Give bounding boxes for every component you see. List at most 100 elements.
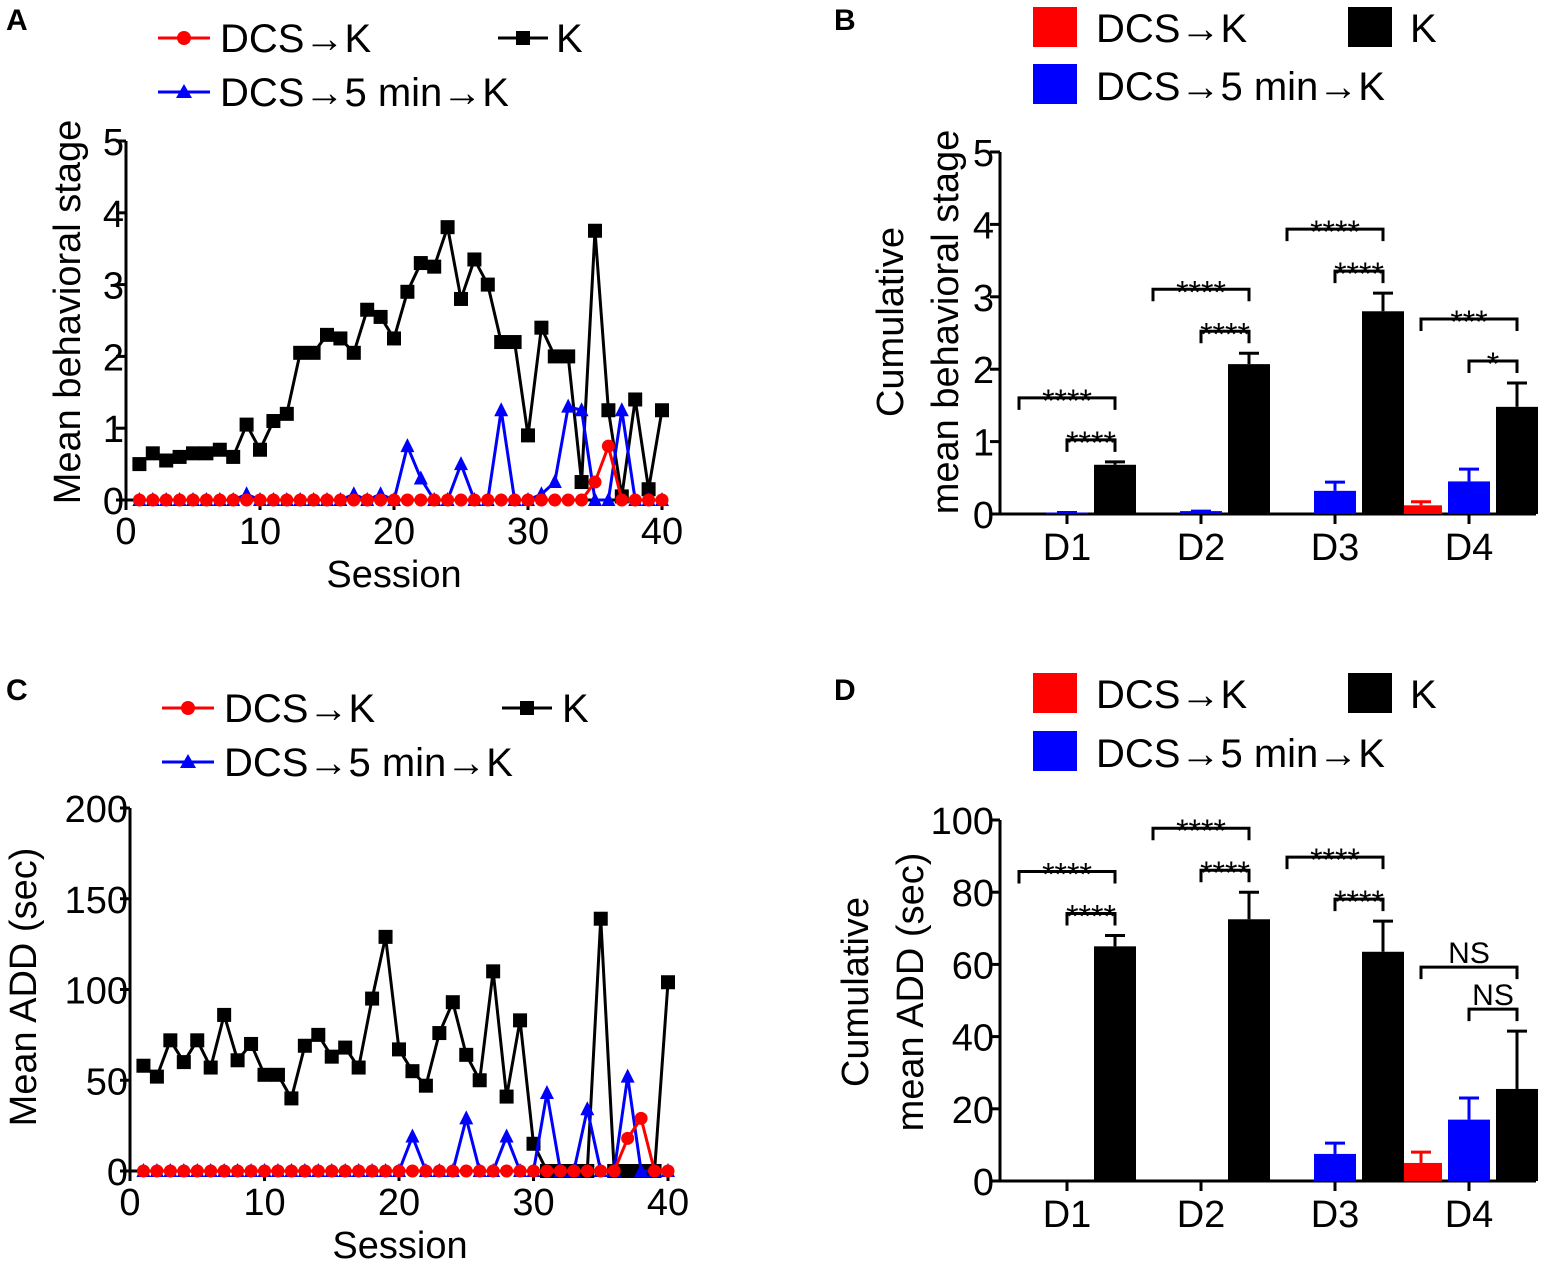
series-line-dcs-k xyxy=(143,1114,668,1173)
y-tick-label: 5 xyxy=(973,133,994,175)
data-point-k xyxy=(561,349,576,364)
legend-d-blue-swatch xyxy=(1033,731,1077,771)
significance-bracket xyxy=(1467,1007,1519,1022)
data-point-dcs-k xyxy=(199,493,213,507)
data-point-k xyxy=(387,331,401,346)
bar-k xyxy=(1228,919,1270,1181)
significance-bracket xyxy=(1065,438,1117,452)
data-point-dcs-k xyxy=(459,1164,473,1178)
data-point-dcs-5min-k xyxy=(588,492,602,506)
data-point-dcs-k xyxy=(628,493,642,507)
significance-label: *** xyxy=(1450,304,1487,340)
data-point-dcs-k xyxy=(132,493,146,507)
legend-c-black-marker xyxy=(520,701,534,715)
data-point-k xyxy=(346,345,361,360)
y-tick-label: 4 xyxy=(973,205,994,247)
legend-b-blue-swatch xyxy=(1033,64,1077,104)
data-point-dcs-k xyxy=(226,493,240,507)
x-tick-label: 20 xyxy=(373,511,415,553)
data-point-dcs-5min-k xyxy=(400,438,415,453)
data-point-dcs-5min-k xyxy=(539,1084,554,1099)
data-point-dcs-k xyxy=(588,475,602,489)
data-point-dcs-k xyxy=(177,1164,191,1178)
y-axis-title-c: Mean ADD (sec) xyxy=(3,848,45,1127)
legend-c-red-marker xyxy=(181,701,195,715)
y-tick-label: 20 xyxy=(952,1090,994,1132)
data-point-dcs-k xyxy=(594,1164,608,1178)
significance-label: **** xyxy=(1066,899,1116,935)
data-point-dcs-k xyxy=(400,493,414,507)
data-point-k xyxy=(226,449,241,464)
legend-d-red-swatch xyxy=(1033,673,1077,713)
data-point-k xyxy=(270,1067,285,1082)
bar-dcs-5min-k xyxy=(1314,490,1356,514)
legend-c-blue-marker xyxy=(180,754,196,768)
y-tick-label: 2 xyxy=(103,337,124,379)
legend-b: DCS→K K DCS→5 min→K xyxy=(1033,7,1437,109)
data-point-k xyxy=(472,1073,487,1088)
data-point-dcs-k xyxy=(446,1164,460,1178)
x-tick-label: D3 xyxy=(1311,1194,1360,1236)
significance-label: **** xyxy=(1176,274,1226,310)
panel-c: DCS→K K DCS→5 min→K 0 50 100 150 200 0 10 20 30 4… xyxy=(3,687,689,1264)
data-point-k xyxy=(628,392,643,407)
data-point-k xyxy=(418,1078,433,1093)
panel-letter-d: D xyxy=(834,674,856,707)
legend-a-black-label: K xyxy=(556,17,583,61)
significance-bracket xyxy=(1285,227,1385,242)
data-point-dcs-k xyxy=(266,493,280,507)
data-point-dcs-k xyxy=(159,493,173,507)
data-point-dcs-k xyxy=(136,1164,150,1178)
y-axis-title-b-line1: Cumulative xyxy=(870,227,912,417)
data-point-dcs-k xyxy=(213,493,227,507)
y-tick-label: 150 xyxy=(65,880,128,922)
data-point-dcs-k xyxy=(661,1164,675,1178)
data-point-k xyxy=(454,291,468,306)
data-point-dcs-k xyxy=(374,493,388,507)
data-point-k xyxy=(413,256,428,271)
y-axis-title-d-line2: mean ADD (sec) xyxy=(890,853,932,1132)
data-point-k xyxy=(547,349,562,364)
data-point-k xyxy=(284,1091,299,1106)
legend-b-red-label: DCS→K xyxy=(1096,7,1247,51)
legend-b-blue-label: DCS→5 min→K xyxy=(1096,65,1385,109)
data-point-k xyxy=(486,964,501,979)
data-point-k xyxy=(588,223,602,238)
data-point-k xyxy=(266,414,281,429)
bar-k xyxy=(1228,364,1270,514)
data-point-dcs-k xyxy=(244,1164,258,1178)
data-point-k xyxy=(145,446,160,461)
data-point-k xyxy=(186,446,200,461)
data-point-k xyxy=(534,320,549,335)
significance-label: **** xyxy=(1310,214,1360,250)
panel-letter-b: B xyxy=(834,4,856,37)
legend-d: DCS→K K DCS→5 min→K xyxy=(1033,673,1437,776)
data-point-k xyxy=(432,1026,447,1041)
y-axis-title-b-line2: mean behavioral stage xyxy=(925,130,967,514)
data-point-dcs-5min-k xyxy=(405,1128,420,1143)
x-tick-label: 30 xyxy=(507,511,549,553)
data-point-dcs-5min-k xyxy=(454,456,468,471)
data-point-dcs-5min-k xyxy=(620,1068,635,1083)
bar-k xyxy=(1496,406,1538,514)
y-tick-label: 40 xyxy=(952,1018,994,1060)
x-tick-label: D4 xyxy=(1445,527,1494,569)
x-tick-label: D2 xyxy=(1177,527,1226,569)
data-point-dcs-k xyxy=(634,1111,648,1125)
data-point-dcs-k xyxy=(481,493,495,507)
data-point-dcs-5min-k xyxy=(580,1101,595,1116)
data-point-k xyxy=(440,220,455,235)
data-point-k xyxy=(641,482,656,497)
data-point-dcs-k xyxy=(298,1164,312,1178)
data-point-k xyxy=(593,911,608,926)
data-point-k xyxy=(253,442,267,457)
data-point-dcs-k xyxy=(405,1164,419,1178)
significance-bracket xyxy=(1419,965,1519,980)
panel-letter-c: C xyxy=(6,674,28,707)
data-point-dcs-k xyxy=(575,493,589,507)
y-tick-label: 1 xyxy=(103,409,124,451)
data-point-dcs-k xyxy=(655,493,669,507)
data-point-k xyxy=(132,457,147,472)
data-point-dcs-k xyxy=(258,1164,271,1178)
